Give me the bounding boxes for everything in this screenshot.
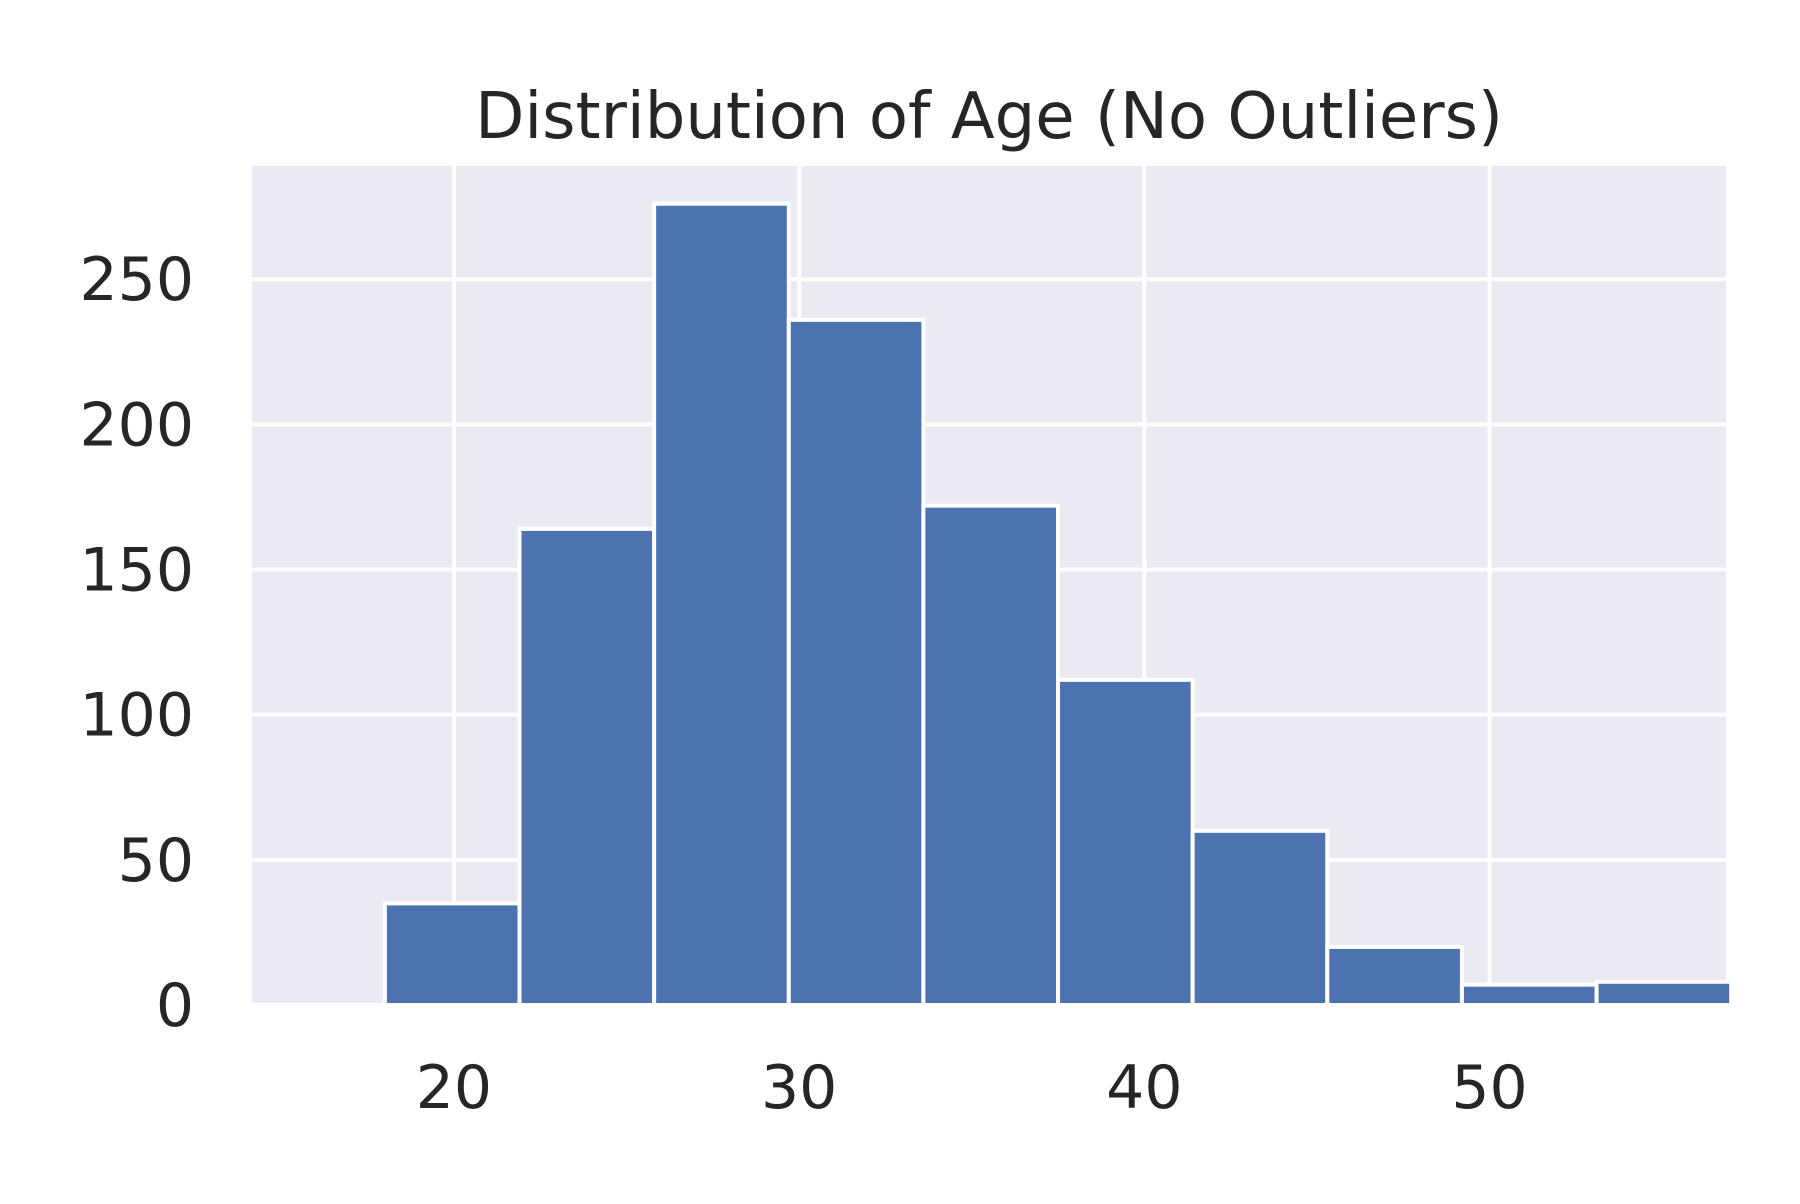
histogram-bar [1056, 677, 1195, 1007]
y-tick-label: 50 [118, 826, 194, 896]
histogram-bar [786, 317, 926, 1007]
histogram-bar [382, 901, 522, 1007]
histogram-bar [517, 526, 657, 1007]
y-tick-label: 100 [79, 681, 194, 751]
histogram-bars [382, 201, 1734, 1008]
x-tick-label: 20 [416, 1053, 492, 1123]
histogram-bar [1325, 944, 1464, 1008]
histogram-bar [1594, 979, 1734, 1007]
x-tick-label: 50 [1451, 1053, 1527, 1123]
histogram-bar [1459, 982, 1599, 1008]
histogram-bar [1190, 828, 1330, 1008]
chart-title: Distribution of Age (No Outliers) [475, 80, 1503, 154]
x-tick-label: 40 [1106, 1053, 1182, 1123]
y-tick-label: 150 [79, 536, 194, 606]
y-tick-label: 250 [79, 245, 194, 315]
y-tick-label: 200 [79, 390, 194, 460]
y-tick-label: 0 [156, 971, 194, 1041]
x-axis-ticks: 20 30 40 50 [416, 1053, 1528, 1123]
y-axis-ticks: 0 50 100 150 200 250 [79, 245, 194, 1041]
histogram-bar [921, 503, 1061, 1007]
x-tick-label: 30 [761, 1053, 837, 1123]
histogram-bar [652, 201, 791, 1007]
